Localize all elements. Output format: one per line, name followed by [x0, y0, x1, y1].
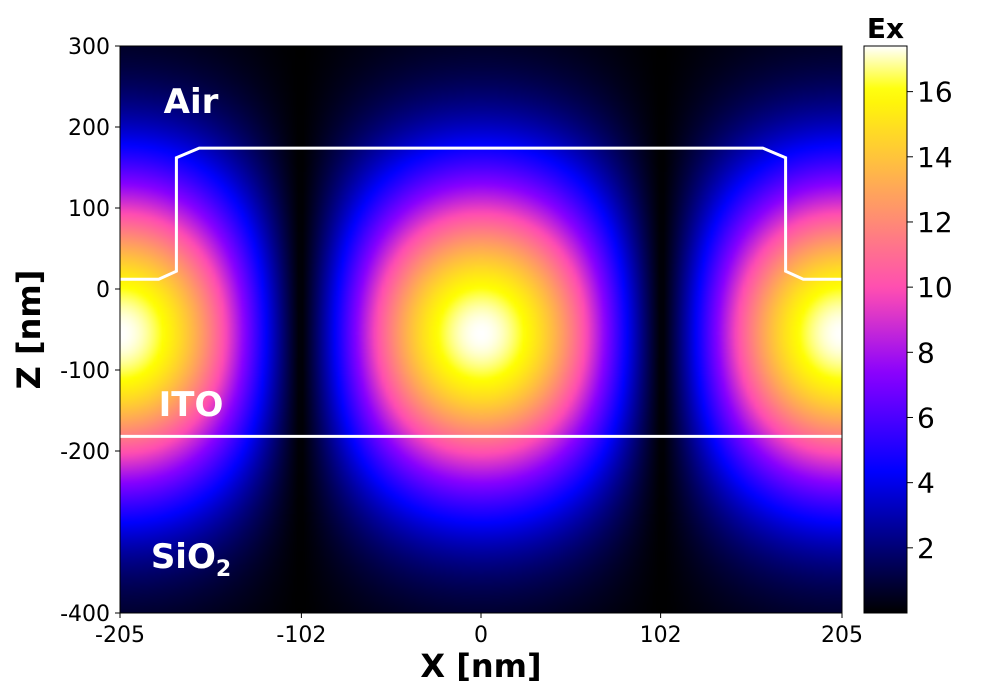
colorbar-tick-label: 14 [917, 141, 953, 174]
x-tick-label: 102 [640, 623, 682, 648]
colorbar-label: Ex [867, 12, 904, 45]
y-axis-label: Z [nm] [10, 270, 48, 390]
colorbar-tick-label: 12 [917, 206, 953, 239]
colorbar [864, 46, 907, 613]
x-tick-label: -205 [95, 623, 145, 648]
colorbar-tick-label: 6 [917, 401, 935, 434]
y-tick-label: 0 [96, 278, 110, 303]
y-tick-label: 300 [68, 35, 110, 60]
ito-outline [120, 146, 842, 281]
x-tick-label: 205 [821, 623, 863, 648]
heatmap-field [120, 46, 842, 613]
y-tick-label: 200 [68, 116, 110, 141]
colorbar-tick-label: 10 [917, 271, 953, 304]
colorbar-gradient [864, 46, 907, 613]
y-tick-label: -200 [60, 440, 110, 465]
x-axis-ticks: -205 -102 0 102 205 [95, 613, 863, 648]
colorbar-tick-label: 8 [917, 336, 935, 369]
colorbar-tick-label: 4 [917, 467, 935, 500]
colorbar-tick-label: 16 [917, 76, 953, 109]
y-axis-ticks: 300 200 100 0 -100 -200 -400 [60, 35, 120, 627]
x-axis-label: X [nm] [420, 647, 541, 685]
colorbar-ticks: 2 4 6 8 10 12 14 16 [907, 76, 953, 565]
y-tick-label: -400 [60, 602, 110, 627]
y-tick-label: 100 [68, 197, 110, 222]
x-tick-label: -102 [276, 623, 326, 648]
x-tick-label: 0 [474, 623, 488, 648]
colorbar-frame [863, 45, 908, 614]
structure-overlay [120, 146, 842, 438]
heatmap-image [120, 46, 842, 613]
region-label: ITO [159, 385, 224, 425]
region-label: Air [164, 82, 219, 122]
y-tick-label: -100 [60, 359, 110, 384]
colorbar-tick-label: 2 [917, 532, 935, 565]
